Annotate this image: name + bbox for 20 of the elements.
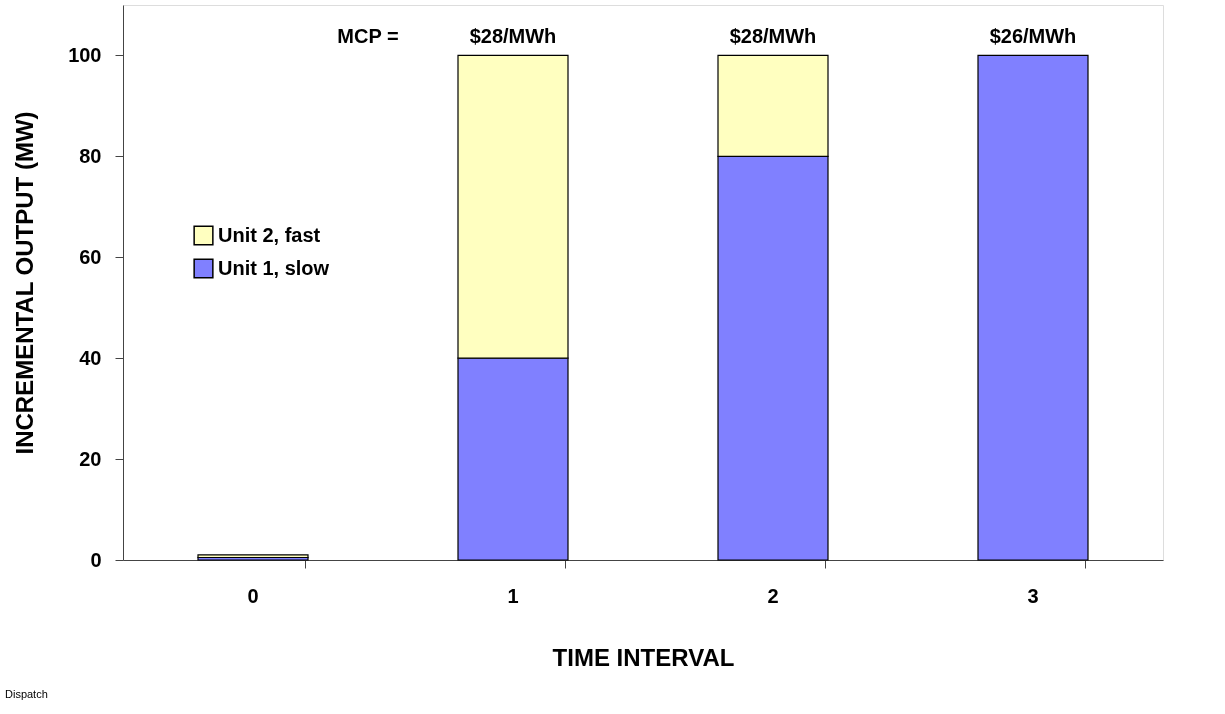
y-tick-label: 20	[79, 447, 102, 470]
y-tick-label: 100	[68, 43, 102, 66]
text: Dispatch	[5, 688, 48, 700]
y-tick-label: 40	[79, 346, 102, 369]
y-tick-label: 80	[79, 144, 102, 167]
legend-label: Unit 2, fast	[218, 223, 321, 246]
y-tick-label: 60	[79, 245, 102, 268]
y-axis-title: INCREMENTAL OUTPUT (MW)	[11, 111, 39, 455]
annotation: $28/MWh	[729, 25, 817, 48]
x-tick-label: 1	[507, 584, 519, 607]
x-tick-label: 2	[767, 584, 779, 607]
annotation: $26/MWh	[989, 25, 1077, 48]
bar	[977, 54, 1089, 561]
y-tick-label: 0	[90, 548, 102, 571]
x-tick-label: 0	[247, 584, 259, 607]
x-axis-title: TIME INTERVAL	[552, 643, 735, 671]
annotation: MCP =	[337, 25, 399, 48]
annotation: $28/MWh	[469, 25, 557, 48]
x-tick-label: 3	[1027, 584, 1039, 607]
legend-label: Unit 1, slow	[218, 256, 330, 279]
